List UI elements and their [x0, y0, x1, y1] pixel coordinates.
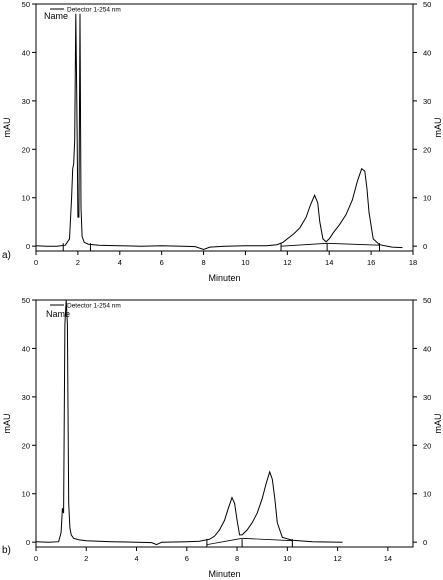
y-tick-label-right: 40 — [423, 344, 431, 353]
series-line — [36, 300, 343, 546]
y-tick-label-right: 0 — [423, 538, 427, 547]
y-tick-label-right: 10 — [423, 194, 431, 203]
y-tick-label-left: 40 — [22, 344, 30, 353]
x-tick-label: 6 — [185, 554, 189, 563]
y-axis-label-right: mAU — [433, 414, 443, 434]
y-tick-label-right: 50 — [423, 0, 431, 9]
y-tick-label-left: 0 — [26, 538, 30, 547]
x-axis-label: Minuten — [208, 569, 240, 579]
integration-baseline — [280, 242, 328, 247]
x-tick-label: 0 — [34, 554, 38, 563]
y-tick-label-left: 10 — [22, 194, 30, 203]
x-tick-label: 10 — [241, 258, 249, 267]
x-tick-label: 4 — [134, 554, 138, 563]
x-tick-label: 8 — [201, 258, 205, 267]
y-axis-label-left: mAU — [2, 118, 12, 138]
y-tick-label-left: 50 — [22, 0, 30, 9]
integration-baseline — [327, 242, 380, 246]
x-tick-label: 4 — [118, 258, 122, 267]
y-tick-label-right: 10 — [423, 490, 431, 499]
x-tick-label: 2 — [84, 554, 88, 563]
x-tick-label: 12 — [333, 554, 341, 563]
y-tick-label-right: 30 — [423, 97, 431, 106]
x-tick-label: 8 — [235, 554, 239, 563]
x-tick-label: 12 — [283, 258, 291, 267]
peak-label: Name — [44, 11, 68, 21]
panel-label: b) — [2, 545, 11, 556]
y-tick-label-right: 40 — [423, 48, 431, 57]
y-tick-label-right: 0 — [423, 242, 427, 251]
x-tick-label: 16 — [367, 258, 375, 267]
y-tick-label-left: 30 — [22, 393, 30, 402]
x-tick-label: 18 — [409, 258, 417, 267]
legend-label: Detector 1-254 nm — [67, 7, 121, 14]
y-axis-label-right: mAU — [433, 118, 443, 138]
x-tick-label: 6 — [160, 258, 164, 267]
legend-label: Detector 1-254 nm — [67, 303, 121, 310]
y-tick-label-right: 50 — [423, 296, 431, 305]
y-tick-label-left: 50 — [22, 296, 30, 305]
x-axis-label: Minuten — [208, 273, 240, 283]
panel-label: a) — [2, 250, 11, 261]
x-tick-label: 14 — [325, 258, 333, 267]
integration-baseline — [242, 537, 293, 542]
y-tick-label-left: 30 — [22, 97, 30, 106]
y-tick-label-right: 30 — [423, 393, 431, 402]
y-axis-label-left: mAU — [2, 414, 12, 434]
y-tick-label-left: 20 — [22, 145, 30, 154]
series-line — [36, 13, 403, 251]
y-tick-label-left: 20 — [22, 441, 30, 450]
x-tick-label: 10 — [283, 554, 291, 563]
x-tick-label: 14 — [384, 554, 392, 563]
y-tick-label-left: 0 — [26, 242, 30, 251]
x-tick-label: 2 — [76, 258, 80, 267]
peak-label: Name — [46, 309, 70, 319]
y-tick-label-left: 40 — [22, 48, 30, 57]
plot-frame — [35, 3, 414, 252]
y-tick-label-right: 20 — [423, 145, 431, 154]
integration-baseline — [206, 537, 243, 545]
y-tick-label-left: 10 — [22, 490, 30, 499]
x-tick-label: 0 — [34, 258, 38, 267]
plot-frame — [35, 299, 414, 548]
y-tick-label-right: 20 — [423, 441, 431, 450]
